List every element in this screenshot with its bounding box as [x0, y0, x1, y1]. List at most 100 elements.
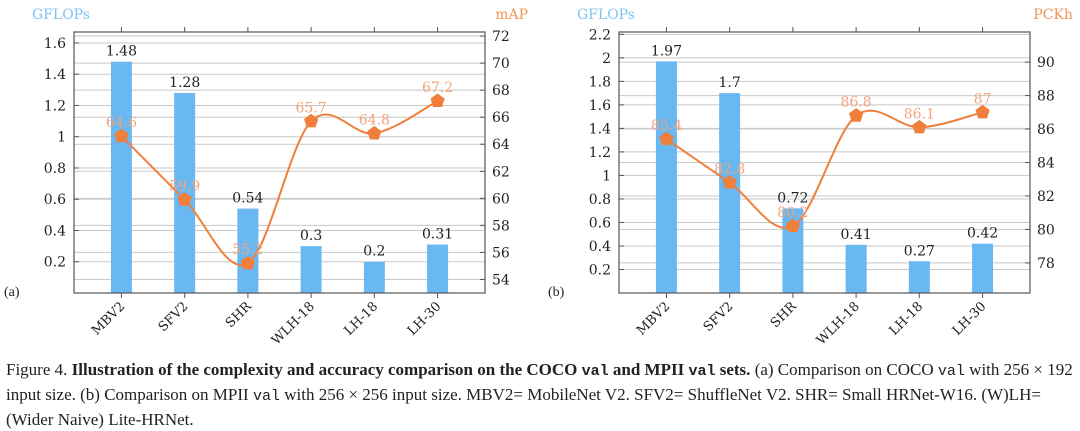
bar-value-label: 0.3 — [300, 228, 322, 244]
left-tick-label: 2 — [602, 51, 611, 67]
left-tick-label: 1 — [57, 130, 66, 146]
left-tick-label: 1 — [602, 168, 611, 184]
category-label: SHR — [223, 298, 256, 331]
bar-value-label: 1.97 — [651, 43, 682, 59]
category-label: LH-18 — [887, 299, 927, 339]
right-tick-label: 68 — [492, 83, 510, 99]
right-tick-label: 72 — [492, 29, 510, 45]
bar-value-label: 1.48 — [106, 44, 137, 60]
category-label: LH-18 — [342, 299, 382, 339]
bar-wlh-18 — [300, 246, 322, 293]
right-tick-label: 90 — [1037, 55, 1055, 71]
bar-lh-18 — [363, 261, 385, 293]
line-marker-pentagon — [430, 93, 445, 108]
category-label: LH-30 — [405, 299, 445, 339]
line-value-label: 86.8 — [841, 95, 872, 111]
line-marker-pentagon — [848, 108, 864, 122]
line-value-label: 64.6 — [106, 115, 137, 131]
right-tick-label: 84 — [1037, 156, 1055, 172]
category-label: SHR — [768, 298, 801, 331]
left-tick-label: 0.2 — [44, 255, 66, 271]
left-tick-label: 2.2 — [589, 27, 611, 43]
caption-figure-label: Figure 4. — [6, 360, 68, 379]
bar-value-label: 0.54 — [232, 191, 263, 207]
left-tick-label: 1.2 — [589, 145, 611, 161]
right-axis-title: PCKh — [1033, 7, 1073, 23]
bar-value-label: 1.28 — [169, 75, 200, 91]
bar-value-label: 0.27 — [904, 243, 935, 259]
line-marker-pentagon — [114, 128, 129, 143]
right-tick-label: 80 — [1037, 222, 1055, 238]
right-tick-label: 54 — [492, 272, 510, 288]
line-value-label: 82.8 — [714, 162, 745, 178]
category-label: SFV2 — [156, 299, 192, 335]
left-tick-label: 0.4 — [44, 223, 66, 239]
left-tick-label: 1.6 — [44, 36, 66, 52]
line-value-label: 86.1 — [904, 106, 935, 122]
right-tick-label: 86 — [1037, 122, 1055, 138]
line-marker-pentagon — [367, 125, 382, 140]
left-tick-label: 1.6 — [589, 98, 611, 114]
right-tick-label: 88 — [1037, 89, 1055, 105]
line-value-label: 55.2 — [232, 242, 263, 258]
plot-frame — [73, 31, 486, 294]
panel-label: (a) — [4, 285, 20, 300]
right-tick-label: 58 — [492, 218, 510, 234]
bar-value-label: 1.7 — [719, 75, 741, 91]
left-tick-label: 0.4 — [589, 239, 611, 255]
category-label: SFV2 — [701, 299, 737, 335]
category-label: LH-30 — [950, 299, 990, 339]
bar-lh-18 — [908, 261, 930, 293]
bar-value-label: 0.2 — [363, 244, 385, 260]
bar-lh-30 — [427, 244, 449, 293]
bar-value-label: 0.31 — [422, 227, 453, 243]
right-tick-label: 62 — [492, 164, 510, 180]
line-value-label: 80.2 — [777, 205, 808, 221]
line-value-label: 59.9 — [169, 179, 200, 195]
right-axis-title: mAP — [495, 7, 528, 23]
right-tick-label: 78 — [1037, 256, 1055, 272]
line-marker-pentagon — [722, 175, 737, 189]
line-value-label: 67.2 — [422, 80, 453, 96]
left-tick-label: 0.2 — [589, 262, 611, 278]
bar-lh-30 — [972, 243, 994, 293]
line-marker-pentagon — [240, 255, 256, 270]
line-value-label: 87 — [974, 91, 992, 107]
bar-wlh-18 — [845, 244, 867, 293]
line-marker-pentagon — [659, 131, 674, 146]
left-tick-label: 0.6 — [589, 215, 611, 231]
right-tick-label: 70 — [492, 56, 510, 72]
figure-charts: 0.2 0.4 0.6 0.8 1 1.2 1.4 1.6 54 56 58 60 62 64 66 68 70… — [4, 7, 1073, 348]
line-marker-pentagon — [975, 104, 990, 119]
caption-bold-title: Illustration of the complexity and accur… — [71, 360, 751, 380]
bar-mbv2 — [110, 61, 132, 293]
category-label: WLH-18 — [814, 299, 863, 348]
line-value-label: 65.7 — [296, 100, 327, 116]
line-value-label: 85.4 — [651, 118, 682, 134]
right-tick-label: 82 — [1037, 189, 1055, 205]
figure-caption: Figure 4. Illustration of the complexity… — [6, 360, 1073, 429]
bar-value-label: 0.41 — [841, 227, 872, 243]
right-tick-label: 60 — [492, 191, 510, 207]
left-tick-label: 0.8 — [589, 192, 611, 208]
left-tick-label: 1.4 — [589, 121, 611, 137]
right-tick-label: 66 — [492, 110, 510, 126]
left-axis-title: GFLOPs — [32, 7, 90, 23]
bar-sfv2 — [719, 93, 741, 293]
bar-value-label: 0.42 — [967, 226, 998, 242]
line-marker-pentagon — [912, 119, 927, 134]
left-axis-title: GFLOPs — [577, 7, 635, 23]
right-tick-label: 64 — [492, 137, 510, 153]
category-label: MBV2 — [89, 299, 128, 338]
category-label: WLH-18 — [269, 299, 318, 348]
panel-label: (b) — [548, 285, 565, 300]
bar-mbv2 — [655, 61, 677, 293]
left-tick-label: 1.2 — [44, 98, 66, 114]
category-label: MBV2 — [634, 299, 673, 338]
line-marker-pentagon — [785, 218, 801, 233]
left-tick-label: 1.4 — [44, 67, 66, 83]
line-value-label: 64.8 — [359, 112, 390, 128]
left-tick-label: 0.8 — [44, 161, 66, 177]
left-tick-label: 0.6 — [44, 192, 66, 208]
bar-value-label: 0.72 — [777, 190, 808, 206]
